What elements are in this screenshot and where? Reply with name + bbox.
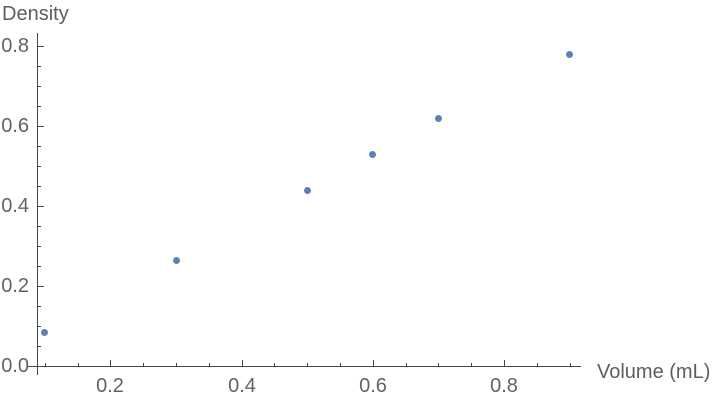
x-tick-label: 0.8 [490, 375, 518, 397]
y-major-tick [38, 206, 44, 207]
y-minor-tick [38, 66, 41, 67]
x-axis-line [28, 366, 581, 367]
y-tick-label: 0.2 [1, 275, 29, 297]
y-minor-tick [38, 166, 41, 167]
x-minor-tick [340, 363, 341, 366]
x-tick-label: 0.6 [359, 375, 387, 397]
x-minor-tick [307, 363, 308, 366]
y-minor-tick [38, 86, 41, 87]
x-minor-tick [176, 363, 177, 366]
data-point [369, 150, 377, 158]
y-minor-tick [38, 266, 41, 267]
data-point [41, 328, 49, 336]
y-minor-tick [38, 346, 41, 347]
x-minor-tick [570, 363, 571, 366]
x-minor-tick [78, 363, 79, 366]
y-minor-tick [38, 106, 41, 107]
x-minor-tick [537, 363, 538, 366]
y-tick-label: 0.4 [1, 195, 29, 217]
y-minor-tick [38, 186, 41, 187]
x-tick-label: 0.4 [228, 375, 256, 397]
y-tick-label: 0.8 [1, 35, 29, 57]
y-major-tick [38, 46, 44, 47]
x-major-tick [242, 360, 243, 366]
y-minor-tick [38, 326, 41, 327]
y-axis-line [37, 33, 38, 375]
y-major-tick [38, 366, 44, 367]
y-minor-tick [38, 226, 41, 227]
x-minor-tick [274, 363, 275, 366]
y-tick-label: 0.0 [1, 355, 29, 377]
y-minor-tick [38, 146, 41, 147]
data-point [172, 256, 180, 264]
y-major-tick [38, 126, 44, 127]
x-major-tick [504, 360, 505, 366]
x-axis-title: Volume (mL) [597, 361, 711, 383]
x-minor-tick [209, 363, 210, 366]
y-major-tick [38, 286, 44, 287]
x-minor-tick [471, 363, 472, 366]
data-point [566, 50, 573, 58]
x-minor-tick [45, 363, 46, 366]
data-point [303, 186, 311, 194]
y-minor-tick [38, 246, 41, 247]
y-minor-tick [38, 306, 41, 307]
x-major-tick [110, 360, 111, 366]
x-major-tick [373, 360, 374, 366]
x-minor-tick [143, 363, 144, 366]
x-tick-label: 0.2 [96, 375, 124, 397]
y-tick-label: 0.6 [1, 115, 29, 137]
y-axis-title: Density [2, 3, 69, 25]
data-point [434, 114, 442, 122]
x-minor-tick [406, 363, 407, 366]
x-minor-tick [438, 363, 439, 366]
